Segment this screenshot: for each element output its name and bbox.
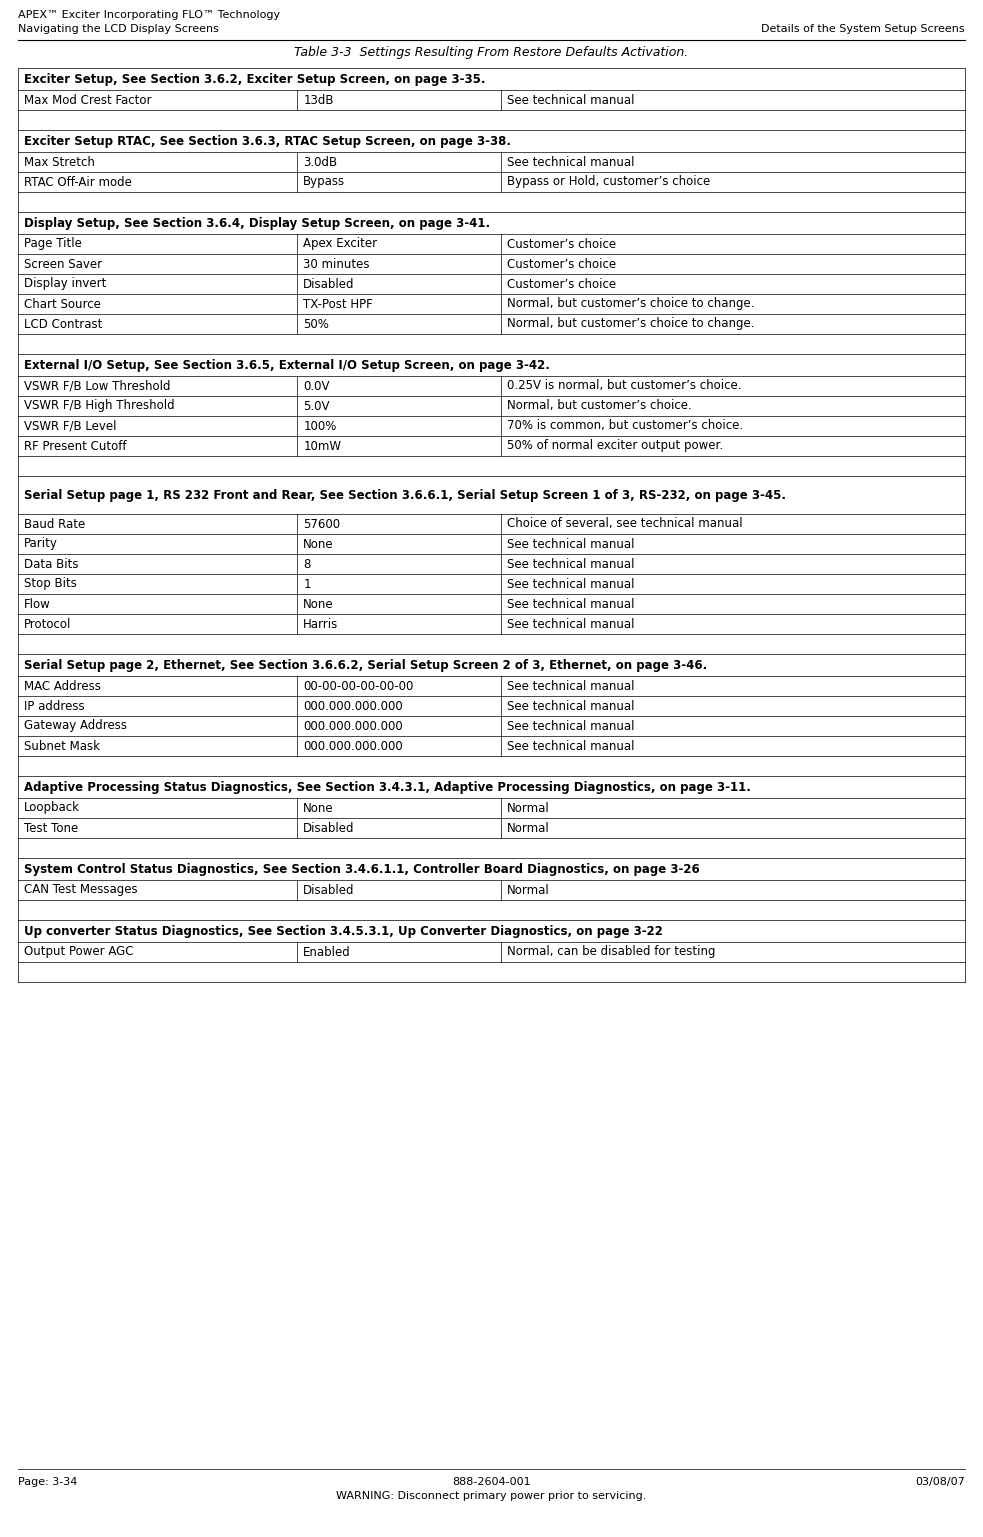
- Text: Disabled: Disabled: [304, 884, 355, 896]
- Text: Normal, but customer’s choice.: Normal, but customer’s choice.: [507, 400, 692, 412]
- Text: TX-Post HPF: TX-Post HPF: [304, 298, 374, 310]
- Text: Apex Exciter: Apex Exciter: [304, 238, 377, 251]
- Text: Customer’s choice: Customer’s choice: [507, 278, 616, 290]
- Text: See technical manual: See technical manual: [507, 538, 634, 550]
- Text: Normal, but customer’s choice to change.: Normal, but customer’s choice to change.: [507, 298, 755, 310]
- Text: Normal, but customer’s choice to change.: Normal, but customer’s choice to change.: [507, 318, 755, 330]
- Text: 3.0dB: 3.0dB: [304, 155, 337, 169]
- Text: None: None: [304, 598, 334, 610]
- Text: Chart Source: Chart Source: [24, 298, 101, 310]
- Text: 03/08/07: 03/08/07: [915, 1477, 965, 1486]
- Text: Details of the System Setup Screens: Details of the System Setup Screens: [762, 25, 965, 34]
- Text: Page Title: Page Title: [24, 238, 82, 251]
- Text: 50% of normal exciter output power.: 50% of normal exciter output power.: [507, 440, 723, 452]
- Text: LCD Contrast: LCD Contrast: [24, 318, 102, 330]
- Text: RF Present Cutoff: RF Present Cutoff: [24, 440, 127, 452]
- Text: 000.000.000.000: 000.000.000.000: [304, 699, 403, 713]
- Text: Flow: Flow: [24, 598, 51, 610]
- Text: 100%: 100%: [304, 420, 337, 432]
- Text: Disabled: Disabled: [304, 821, 355, 835]
- Text: See technical manual: See technical manual: [507, 618, 634, 630]
- Text: 00-00-00-00-00-00: 00-00-00-00-00-00: [304, 679, 414, 693]
- Text: Serial Setup page 2, Ethernet, See Section 3.6.6.2, Serial Setup Screen 2 of 3, : Serial Setup page 2, Ethernet, See Secti…: [24, 658, 707, 672]
- Text: 70% is common, but customer’s choice.: 70% is common, but customer’s choice.: [507, 420, 743, 432]
- Text: Loopback: Loopback: [24, 801, 80, 815]
- Text: VSWR F/B High Threshold: VSWR F/B High Threshold: [24, 400, 175, 412]
- Text: See technical manual: See technical manual: [507, 598, 634, 610]
- Text: Up converter Status Diagnostics, See Section 3.4.5.3.1, Up Converter Diagnostics: Up converter Status Diagnostics, See Sec…: [24, 924, 663, 938]
- Text: CAN Test Messages: CAN Test Messages: [24, 884, 138, 896]
- Text: Test Tone: Test Tone: [24, 821, 79, 835]
- Text: 5.0V: 5.0V: [304, 400, 330, 412]
- Text: Screen Saver: Screen Saver: [24, 258, 102, 271]
- Text: Bypass or Hold, customer’s choice: Bypass or Hold, customer’s choice: [507, 175, 711, 189]
- Text: Protocol: Protocol: [24, 618, 72, 630]
- Text: VSWR F/B Low Threshold: VSWR F/B Low Threshold: [24, 380, 170, 392]
- Text: WARNING: Disconnect primary power prior to servicing.: WARNING: Disconnect primary power prior …: [336, 1491, 647, 1502]
- Text: External I/O Setup, See Section 3.6.5, External I/O Setup Screen, on page 3-42.: External I/O Setup, See Section 3.6.5, E…: [24, 358, 549, 372]
- Text: RTAC Off-Air mode: RTAC Off-Air mode: [24, 175, 132, 189]
- Text: 0.0V: 0.0V: [304, 380, 330, 392]
- Text: Normal, can be disabled for testing: Normal, can be disabled for testing: [507, 945, 716, 959]
- Text: Adaptive Processing Status Diagnostics, See Section 3.4.3.1, Adaptive Processing: Adaptive Processing Status Diagnostics, …: [24, 781, 751, 793]
- Text: System Control Status Diagnostics, See Section 3.4.6.1.1, Controller Board Diagn: System Control Status Diagnostics, See S…: [24, 862, 700, 876]
- Text: Enabled: Enabled: [304, 945, 351, 959]
- Text: 30 minutes: 30 minutes: [304, 258, 370, 271]
- Text: See technical manual: See technical manual: [507, 739, 634, 753]
- Text: Table 3-3  Settings Resulting From Restore Defaults Activation.: Table 3-3 Settings Resulting From Restor…: [294, 46, 689, 58]
- Text: 0.25V is normal, but customer’s choice.: 0.25V is normal, but customer’s choice.: [507, 380, 741, 392]
- Text: Choice of several, see technical manual: Choice of several, see technical manual: [507, 518, 742, 530]
- Text: See technical manual: See technical manual: [507, 679, 634, 693]
- Text: Output Power AGC: Output Power AGC: [24, 945, 134, 959]
- Text: See technical manual: See technical manual: [507, 155, 634, 169]
- Text: 000.000.000.000: 000.000.000.000: [304, 739, 403, 753]
- Text: APEX™ Exciter Incorporating FLO™ Technology: APEX™ Exciter Incorporating FLO™ Technol…: [18, 11, 280, 20]
- Text: MAC Address: MAC Address: [24, 679, 101, 693]
- Text: Gateway Address: Gateway Address: [24, 719, 127, 733]
- Text: Max Stretch: Max Stretch: [24, 155, 95, 169]
- Text: Exciter Setup RTAC, See Section 3.6.3, RTAC Setup Screen, on page 3-38.: Exciter Setup RTAC, See Section 3.6.3, R…: [24, 135, 511, 148]
- Text: Normal: Normal: [507, 884, 549, 896]
- Text: Data Bits: Data Bits: [24, 558, 79, 570]
- Text: 57600: 57600: [304, 518, 340, 530]
- Text: Baud Rate: Baud Rate: [24, 518, 86, 530]
- Text: 1: 1: [304, 578, 311, 590]
- Text: VSWR F/B Level: VSWR F/B Level: [24, 420, 117, 432]
- Text: 8: 8: [304, 558, 311, 570]
- Text: Subnet Mask: Subnet Mask: [24, 739, 100, 753]
- Text: Disabled: Disabled: [304, 278, 355, 290]
- Text: 13dB: 13dB: [304, 94, 334, 106]
- Text: Customer’s choice: Customer’s choice: [507, 238, 616, 251]
- Text: 10mW: 10mW: [304, 440, 341, 452]
- Text: IP address: IP address: [24, 699, 85, 713]
- Text: Max Mod Crest Factor: Max Mod Crest Factor: [24, 94, 151, 106]
- Text: Page: 3-34: Page: 3-34: [18, 1477, 78, 1486]
- Text: Bypass: Bypass: [304, 175, 345, 189]
- Text: Exciter Setup, See Section 3.6.2, Exciter Setup Screen, on page 3-35.: Exciter Setup, See Section 3.6.2, Excite…: [24, 72, 486, 86]
- Text: Stop Bits: Stop Bits: [24, 578, 77, 590]
- Text: Parity: Parity: [24, 538, 58, 550]
- Text: Harris: Harris: [304, 618, 338, 630]
- Text: Display Setup, See Section 3.6.4, Display Setup Screen, on page 3-41.: Display Setup, See Section 3.6.4, Displa…: [24, 217, 491, 229]
- Text: None: None: [304, 801, 334, 815]
- Text: Normal: Normal: [507, 821, 549, 835]
- Text: See technical manual: See technical manual: [507, 699, 634, 713]
- Text: 000.000.000.000: 000.000.000.000: [304, 719, 403, 733]
- Text: See technical manual: See technical manual: [507, 558, 634, 570]
- Text: See technical manual: See technical manual: [507, 578, 634, 590]
- Text: Serial Setup page 1, RS 232 Front and Rear, See Section 3.6.6.1, Serial Setup Sc: Serial Setup page 1, RS 232 Front and Re…: [24, 489, 786, 501]
- Text: See technical manual: See technical manual: [507, 94, 634, 106]
- Text: Normal: Normal: [507, 801, 549, 815]
- Text: Display invert: Display invert: [24, 278, 106, 290]
- Text: See technical manual: See technical manual: [507, 719, 634, 733]
- Text: Customer’s choice: Customer’s choice: [507, 258, 616, 271]
- Text: None: None: [304, 538, 334, 550]
- Text: 50%: 50%: [304, 318, 329, 330]
- Text: Navigating the LCD Display Screens: Navigating the LCD Display Screens: [18, 25, 219, 34]
- Text: 888-2604-001: 888-2604-001: [452, 1477, 531, 1486]
